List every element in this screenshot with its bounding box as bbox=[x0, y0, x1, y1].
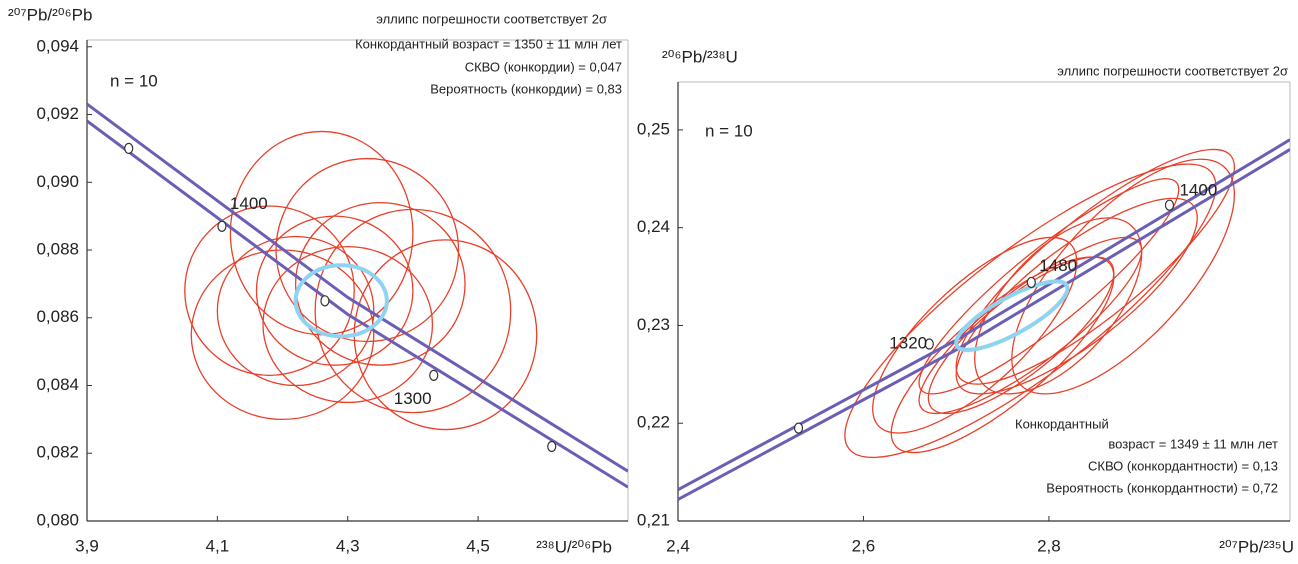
age-marker bbox=[124, 142, 134, 154]
error-ellipse bbox=[918, 178, 1180, 395]
annotation: СКВО (конкордантности) = 0,13 bbox=[1088, 458, 1278, 473]
age-marker bbox=[1026, 276, 1036, 289]
age-marker bbox=[429, 369, 439, 381]
x-tick-label: 2,4 bbox=[666, 536, 690, 555]
annotation: Вероятность (конкордии) = 0,83 bbox=[430, 81, 622, 96]
annotation: СКВО (конкордии) = 0,047 bbox=[465, 59, 622, 74]
y-tick-label: 0,25 bbox=[637, 119, 670, 138]
y-tick-label: 0,094 bbox=[36, 36, 79, 55]
n-label: n = 10 bbox=[705, 121, 753, 140]
y-tick-label: 0,084 bbox=[36, 375, 79, 394]
y-tick-label: 0,090 bbox=[36, 172, 79, 191]
age-marker bbox=[547, 440, 557, 453]
y-tick-label: 0,24 bbox=[637, 217, 670, 236]
age-label: 1480 bbox=[1039, 256, 1077, 275]
y-axis-label: ²⁰⁷Pb/²⁰⁶Pb bbox=[8, 5, 92, 24]
annotation: Конкордантный возраст = 1350 ± 11 млн ле… bbox=[355, 36, 622, 51]
error-ellipse bbox=[294, 201, 466, 366]
x-tick-label: 3,9 bbox=[75, 536, 99, 555]
y-tick-label: 0,22 bbox=[637, 413, 670, 432]
x-tick-label: 2,6 bbox=[852, 536, 876, 555]
age-label: 1320 bbox=[889, 334, 927, 353]
age-marker bbox=[924, 338, 934, 350]
annotation: возраст = 1349 ± 11 млн лет bbox=[1108, 436, 1278, 451]
concordia-line bbox=[87, 119, 628, 489]
x-axis-label: ²⁰⁷Pb/²³⁵U bbox=[1219, 537, 1294, 556]
mean-ellipse bbox=[954, 279, 1070, 352]
error-ellipse bbox=[262, 245, 434, 404]
age-marker bbox=[320, 295, 330, 307]
chart-title: эллипс погрешности соответствует 2σ bbox=[1057, 63, 1288, 78]
annotation: Вероятность (конкордантности) = 0,72 bbox=[1046, 480, 1278, 495]
mean-ellipse bbox=[293, 263, 389, 339]
plot-area bbox=[87, 102, 628, 489]
x-tick-label: 2,8 bbox=[1037, 536, 1061, 555]
age-label: 1400 bbox=[1179, 181, 1217, 200]
annotation: Конкордантный bbox=[1015, 416, 1109, 431]
age-label: 1400 bbox=[230, 194, 268, 213]
error-ellipse bbox=[890, 256, 1115, 454]
error-ellipse bbox=[1011, 158, 1236, 395]
y-tick-label: 0,086 bbox=[36, 307, 79, 326]
error-ellipse bbox=[872, 236, 1078, 434]
y-tick-label: 0,080 bbox=[36, 510, 79, 529]
y-tick-label: 0,21 bbox=[637, 510, 670, 529]
y-tick-label: 0,088 bbox=[36, 239, 79, 258]
n-label: n = 10 bbox=[110, 71, 158, 90]
error-ellipse bbox=[927, 256, 1115, 415]
x-axis-label: ²³⁸U/²⁰⁶Pb bbox=[536, 537, 612, 556]
error-ellipse bbox=[255, 215, 414, 366]
age-marker bbox=[1164, 199, 1175, 211]
age-label: 1300 bbox=[394, 389, 432, 408]
age-marker bbox=[793, 422, 804, 434]
x-tick-label: 4,1 bbox=[206, 536, 230, 555]
error-ellipse bbox=[974, 217, 1143, 395]
concordia-line bbox=[87, 102, 628, 473]
y-tick-label: 0,092 bbox=[36, 104, 79, 123]
x-tick-label: 4,5 bbox=[466, 536, 490, 555]
plot-area bbox=[678, 138, 1290, 501]
x-tick-label: 4,3 bbox=[336, 536, 360, 555]
concordia-line bbox=[678, 148, 1290, 501]
y-tick-label: 0,23 bbox=[637, 315, 670, 334]
y-tick-label: 0,082 bbox=[36, 443, 79, 462]
error-ellipse bbox=[184, 205, 355, 376]
age-marker bbox=[217, 220, 227, 232]
y-axis-label: ²⁰⁶Pb/²³⁸U bbox=[662, 47, 738, 66]
chart-title: эллипс погрешности соответствует 2σ bbox=[376, 11, 607, 26]
